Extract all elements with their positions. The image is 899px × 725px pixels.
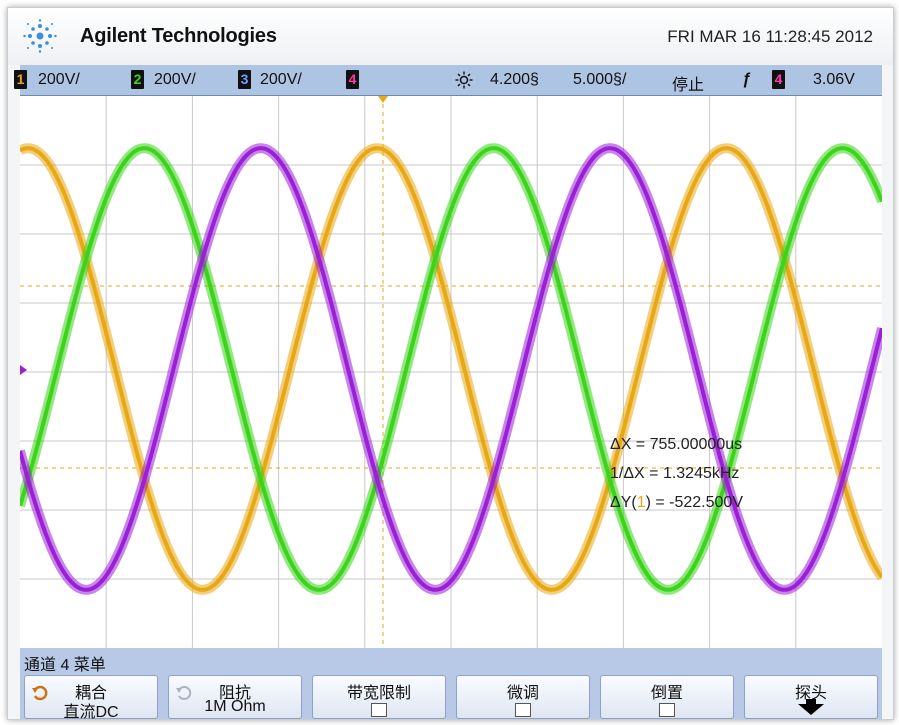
channel-1-badge[interactable]: 1 xyxy=(14,70,27,89)
channel-2-badge[interactable]: 2 xyxy=(131,70,144,89)
channel-status-bar: 1 200V/ 2 200V/ 3 200V/ 4 4.200§ 5.000§/… xyxy=(14,65,882,96)
date-time: FRI MAR 16 11:28:45 2012 xyxy=(667,27,873,46)
header-bar: Agilent Technologies FRI MAR 16 11:28:45… xyxy=(8,8,893,65)
bandwidth-limit-softkey[interactable]: 带宽限制 xyxy=(312,675,446,719)
channel-2-waveform xyxy=(18,146,884,592)
channel-4-waveform xyxy=(18,146,884,592)
channel-3-badge[interactable]: 3 xyxy=(238,70,251,89)
cursor-lines xyxy=(20,96,882,648)
brightness-icon xyxy=(455,71,473,89)
invert-checkbox[interactable] xyxy=(659,703,675,717)
measurement-readout: ΔX = 755.00000us 1/ΔX = 1.3245kHz ΔY(1) … xyxy=(610,436,743,511)
coupling-softkey[interactable]: 耦合 直流DC xyxy=(24,675,158,721)
fine-adjust-label: 微调 xyxy=(506,685,539,702)
time-scale[interactable]: 5.000§/ xyxy=(573,71,627,88)
rotate-knob-icon xyxy=(32,685,48,701)
trigger-channel-badge[interactable]: 4 xyxy=(772,70,785,89)
impedance-softkey[interactable]: 阻抗 1M Ohm xyxy=(168,675,302,719)
channel-1-waveform xyxy=(18,146,884,592)
graticule-grid xyxy=(20,96,882,648)
waveform-display[interactable]: ΔX = 755.00000us 1/ΔX = 1.3245kHz ΔY(1) … xyxy=(15,96,887,648)
run-stop-state[interactable]: 停止 xyxy=(672,77,705,94)
brand-name: Agilent Technologies xyxy=(80,25,277,47)
submenu-arrow-icon xyxy=(798,699,824,715)
invert-softkey[interactable]: 倒置 xyxy=(600,675,734,719)
softkey-bar: 耦合 直流DC 阻抗 1M Ohm 带宽限制 微调 倒置 探头 xyxy=(20,672,882,721)
channel-1-scale[interactable]: 200V/ xyxy=(38,71,80,88)
trigger-edge-icon: ƒ xyxy=(742,71,751,88)
waveforms xyxy=(15,143,887,595)
coupling-label: 耦合 xyxy=(74,685,107,702)
impedance-label: 阻抗 xyxy=(218,685,251,702)
trigger-position-marker[interactable] xyxy=(378,96,388,103)
time-delay[interactable]: 4.200§ xyxy=(490,71,539,88)
channel-menu-title: 通道 4 菜单 xyxy=(20,648,882,674)
delta-x-readout: ΔX = 755.00000us xyxy=(610,436,742,453)
impedance-value: 1M Ohm xyxy=(204,698,266,715)
trigger-level[interactable]: 3.06V xyxy=(813,71,855,88)
bandwidth-limit-checkbox[interactable] xyxy=(371,703,387,717)
rotate-knob-icon xyxy=(176,686,192,700)
coupling-value: 直流DC xyxy=(63,704,119,721)
oscilloscope-window: Agilent Technologies FRI MAR 16 11:28:45… xyxy=(7,7,894,721)
channel-4-ground-marker[interactable] xyxy=(20,365,27,375)
probe-softkey[interactable]: 探头 xyxy=(744,675,878,719)
channel-2-scale[interactable]: 200V/ xyxy=(154,71,196,88)
probe-label: 探头 xyxy=(794,685,827,702)
invert-label: 倒置 xyxy=(650,685,683,702)
inverse-delta-x-readout: 1/ΔX = 1.3245kHz xyxy=(610,465,739,482)
channel-4-badge[interactable]: 4 xyxy=(346,70,359,89)
bandwidth-limit-label: 带宽限制 xyxy=(346,685,411,702)
fine-adjust-softkey[interactable]: 微调 xyxy=(456,675,590,719)
channel-3-scale[interactable]: 200V/ xyxy=(260,71,302,88)
fine-adjust-checkbox[interactable] xyxy=(515,703,531,717)
agilent-spark-logo xyxy=(23,19,57,53)
graticule-svg: ΔX = 755.00000us 1/ΔX = 1.3245kHz ΔY(1) … xyxy=(15,96,887,648)
delta-y-readout: ΔY(1) = -522.500V xyxy=(610,494,743,511)
